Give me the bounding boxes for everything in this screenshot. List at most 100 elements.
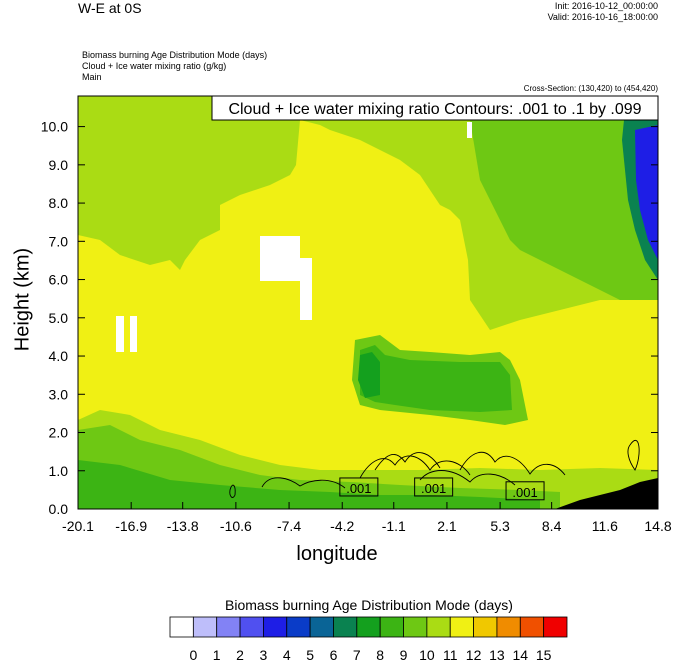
y-tick-label: 0.0 xyxy=(49,501,69,517)
colorbar-swatch xyxy=(473,616,498,638)
x-tick-label: -10.6 xyxy=(220,518,252,534)
field-mid-green-core xyxy=(358,352,380,398)
y-tick-label: 5.0 xyxy=(49,310,69,326)
y-tick-label: 3.0 xyxy=(49,386,69,402)
x-tick-label: -16.9 xyxy=(115,518,147,534)
y-tick-label: 6.0 xyxy=(49,272,69,288)
x-tick-label: -4.2 xyxy=(330,518,354,534)
init-time: Init: 2016-10-12_00:00:00 xyxy=(554,1,658,11)
colorbar-label: 13 xyxy=(489,647,505,663)
contour-line xyxy=(459,451,566,476)
contour-label-box xyxy=(414,477,454,497)
contour-line xyxy=(419,470,516,486)
cross-section-label: Cross-Section: (130,420) to (454,420) xyxy=(523,84,658,93)
colorbar: 0 1 2 3 4 5 6 7 8 9 10 11 12 13 14 15 xyxy=(169,616,568,663)
y-tick-label: 7.0 xyxy=(49,233,69,249)
colorbar-swatch xyxy=(426,616,451,638)
x-tick-label: -13.8 xyxy=(167,518,199,534)
colorbar-label: 1 xyxy=(213,647,221,663)
time-info: Init: 2016-10-12_00:00:00 Valid: 2016-10… xyxy=(548,1,658,23)
y-tick-label: 9.0 xyxy=(49,157,69,173)
field-line-1: Biomass burning Age Distribution Mode (d… xyxy=(82,50,268,60)
colorbar-swatch xyxy=(263,616,288,638)
field-line-3: Main xyxy=(82,72,102,82)
colorbar-label: 6 xyxy=(330,647,338,663)
age-field xyxy=(78,96,658,509)
colorbar-label: 8 xyxy=(376,647,384,663)
colorbar-swatch xyxy=(192,616,218,638)
contour-line xyxy=(359,455,471,479)
x-tick-label: 8.4 xyxy=(542,518,562,534)
field-gap-4 xyxy=(130,316,137,352)
field-gap-2 xyxy=(300,258,312,320)
contour-label-box xyxy=(339,477,379,497)
field-blue-core xyxy=(635,125,658,260)
x-tick-label: -20.1 xyxy=(62,518,94,534)
colorbar-label: 3 xyxy=(260,647,268,663)
x-axis-title: longitude xyxy=(296,543,378,565)
field-bl-green-3 xyxy=(78,460,540,509)
colorbar-swatch xyxy=(449,616,474,638)
contour-label: .001 xyxy=(346,481,371,496)
colorbar-swatch xyxy=(519,616,545,638)
contour-label: .001 xyxy=(512,485,537,500)
colorbar-label: 15 xyxy=(536,647,552,663)
field-line-2: Cloud + Ice water mixing ratio (g/kg) xyxy=(82,61,227,71)
contour-info: Cloud + Ice water mixing ratio Contours:… xyxy=(228,101,641,118)
colorbar-swatch xyxy=(356,616,381,638)
colorbar-label: 4 xyxy=(283,647,291,663)
colorbar-label: 10 xyxy=(419,647,435,663)
contour-label-box xyxy=(505,481,545,501)
contour-line xyxy=(374,452,441,471)
field-gap-1 xyxy=(260,236,300,281)
y-tick-label: 1.0 xyxy=(49,463,69,479)
valid-time: Valid: 2016-10-16_18:00:00 xyxy=(547,12,658,22)
field-descriptions: Biomass burning Age Distribution Mode (d… xyxy=(82,50,267,83)
colorbar-swatch xyxy=(286,616,311,638)
colorbar-swatch xyxy=(216,616,241,638)
colorbar-swatch xyxy=(403,616,428,638)
colorbar-swatch xyxy=(309,616,334,638)
plot-title: W-E at 0S xyxy=(78,0,142,16)
field-gap-3 xyxy=(116,316,124,352)
colorbar-label: 11 xyxy=(443,647,458,663)
colorbar-label: 5 xyxy=(306,647,314,663)
colorbar-label: 7 xyxy=(353,647,361,663)
x-tick-label: -1.1 xyxy=(382,518,406,534)
contour-labels: .001 .001 .001 xyxy=(339,477,545,501)
y-axis: 0.0 1.0 2.0 3.0 4.0 5.0 6.0 7.0 8.0 9.0 10.0 xyxy=(41,119,658,517)
y-tick-label: 10.0 xyxy=(41,119,68,135)
colorbar-label: 14 xyxy=(513,647,529,663)
colorbar-swatch xyxy=(169,616,194,638)
colorbar-swatch xyxy=(496,616,521,638)
y-tick-label: 2.0 xyxy=(49,425,69,441)
colorbar-swatch xyxy=(333,616,358,638)
colorbar-title: Biomass burning Age Distribution Mode (d… xyxy=(225,597,513,613)
colorbar-swatch xyxy=(543,616,568,638)
contour-line xyxy=(627,440,640,471)
colorbar-label: 12 xyxy=(466,647,482,663)
colorbar-label: 9 xyxy=(400,647,408,663)
x-tick-label: 14.8 xyxy=(644,518,671,534)
contour-line xyxy=(261,477,346,489)
colorbar-swatch xyxy=(239,616,264,638)
field-upper-green-2 xyxy=(470,96,658,300)
x-axis: -20.1 -16.9 -13.8 -10.6 -7.4 -4.2 -1.1 2.1 5.3 8.… xyxy=(62,502,672,534)
contour-label: .001 xyxy=(421,481,446,496)
colorbar-label: 2 xyxy=(236,647,244,663)
y-tick-label: 4.0 xyxy=(49,348,69,364)
colorbar-label: 0 xyxy=(189,647,197,663)
field-mid-green-2 xyxy=(360,345,512,412)
field-gap-5 xyxy=(467,122,472,138)
cloud-contours xyxy=(229,440,640,498)
contour-info-box xyxy=(211,95,659,121)
x-tick-label: 5.3 xyxy=(490,518,510,534)
terrain xyxy=(555,478,658,509)
y-axis-title: Height (km) xyxy=(11,247,34,352)
x-tick-label: 11.6 xyxy=(592,518,618,534)
x-tick-label: -7.4 xyxy=(277,518,301,534)
colorbar-swatch xyxy=(379,616,404,638)
contour-line xyxy=(229,484,236,498)
y-tick-label: 8.0 xyxy=(49,195,69,211)
